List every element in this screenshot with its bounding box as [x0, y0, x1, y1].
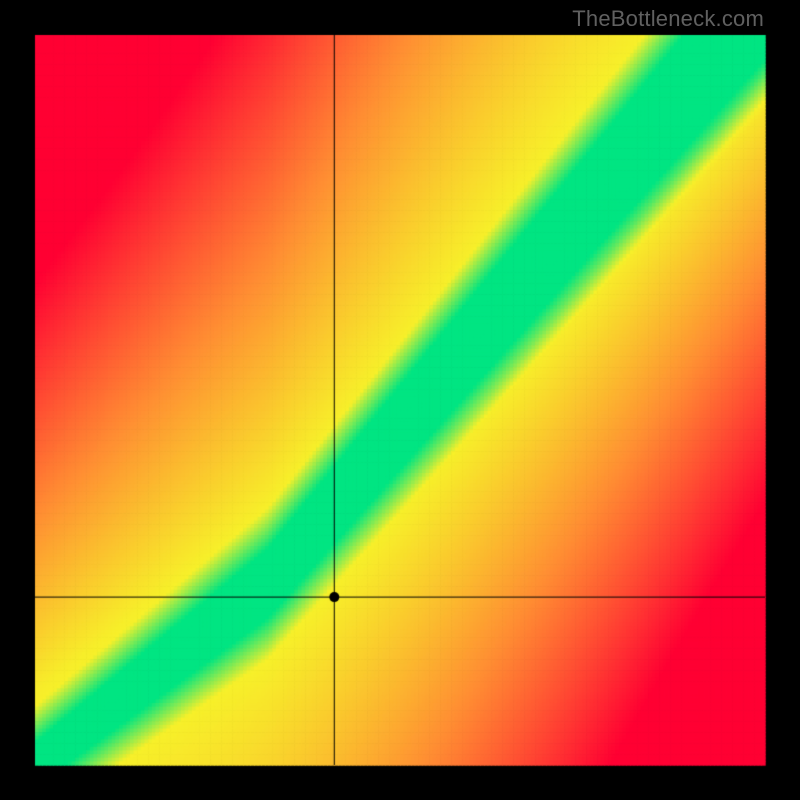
bottleneck-heatmap — [0, 0, 800, 800]
watermark-text: TheBottleneck.com — [572, 6, 764, 32]
